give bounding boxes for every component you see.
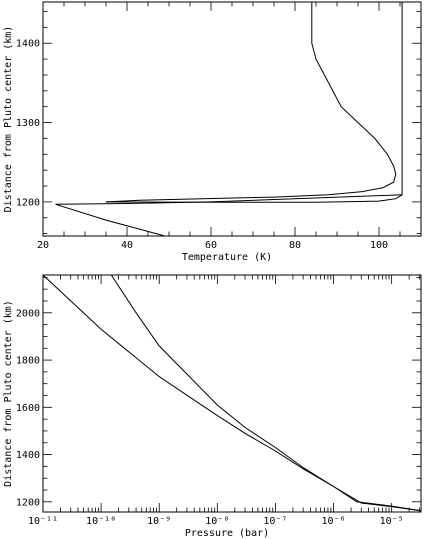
x-axis-label: Temperature (K) [182, 252, 272, 263]
series-line [105, 2, 397, 203]
x-tick-label: 10⁻¹⁰ [86, 516, 116, 527]
x-tick-label: 100 [370, 240, 388, 251]
y-tick-label: 1400 [16, 450, 40, 461]
x-tick-label: 10⁻⁶ [321, 516, 345, 527]
y-tick-label: 1200 [16, 497, 40, 508]
pressure-profile-panel: 10⁻¹¹ 10⁻¹⁰ 10⁻⁹ 10⁻⁸ 10⁻⁷ 10⁻⁶ 10⁻⁵ 1200 1400 16… [3, 274, 422, 539]
series-line [110, 274, 422, 512]
x-tick-label: 10⁻⁷ [263, 516, 287, 527]
plot-frame [42, 274, 422, 513]
x-tick-label: 10⁻⁹ [147, 516, 171, 527]
y-tick-label: 1400 [16, 39, 40, 50]
series-line [105, 2, 403, 203]
x-tick-label: 40 [121, 240, 133, 251]
y-tick-label: 2000 [16, 308, 40, 319]
x-axis-label: Pressure (bar) [185, 528, 269, 539]
y-axis-label: Distance from Pluto center (km) [3, 300, 14, 487]
series-line [42, 274, 422, 512]
y-tick-label: 1200 [16, 197, 40, 208]
x-tick-label: 10⁻⁸ [205, 516, 229, 527]
x-tick-label: 20 [37, 240, 49, 251]
x-tick-label: 10⁻¹¹ [28, 516, 58, 527]
x-tick-label: 80 [289, 240, 301, 251]
x-tick-label: 10⁻⁵ [380, 516, 404, 527]
series-line [55, 194, 403, 237]
y-axis-label: Distance from Pluto center (km) [3, 26, 14, 213]
y-tick-label: 1600 [16, 403, 40, 414]
y-tick-label: 1300 [16, 118, 40, 129]
x-tick-label: 60 [205, 240, 217, 251]
temperature-profile-panel: 20 40 60 80 100 1200 1300 1400 Temperature (K) Di… [3, 1, 422, 263]
y-tick-label: 1800 [16, 356, 40, 367]
